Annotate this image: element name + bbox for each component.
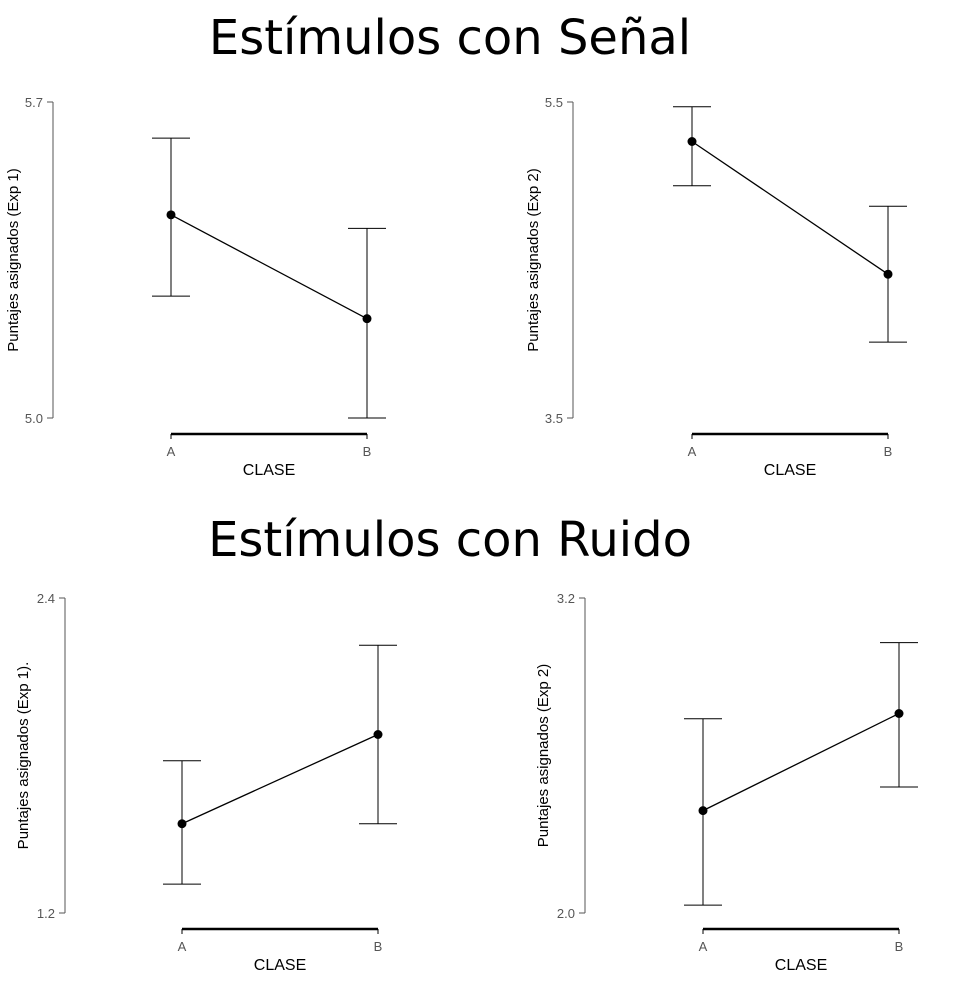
series-line [170,214,368,320]
x-tick-label-B: B [895,939,904,954]
y-axis-title: Puntajes asignados (Exp 2) [535,664,552,847]
y-tick-label-min: 2.0 [557,906,575,921]
data-point-A [177,819,187,829]
x-tick-label-A: A [688,444,697,459]
x-tick-label-A: A [699,939,708,954]
y-tick-label-max: 2.4 [37,591,55,606]
x-axis-title: CLASE [254,957,306,974]
section-title-ruido: Estímulos con Ruido [208,512,692,568]
y-tick-label-min: 3.5 [545,411,563,426]
chart-senal-exp2: 5.5 3.5 Puntajes asignados (Exp 2) A B CLASE [525,95,907,479]
y-axis-title: Puntajes asignados (Exp 1). [15,662,32,850]
series-line [691,140,889,275]
y-tick-label-max: 5.7 [25,95,43,110]
section-title-senal: Estímulos con Señal [208,10,692,66]
chart-ruido-exp1: 2.4 1.2 Puntajes asignados (Exp 1). A B CLASE [15,591,397,974]
series-line [702,712,900,812]
x-tick-label-A: A [178,939,187,954]
chart-ruido-exp2: 3.2 2.0 Puntajes asignados (Exp 2) A B CLASE [535,591,918,974]
series-line [181,733,379,825]
y-axis-title: Puntajes asignados (Exp 1) [5,168,22,351]
x-tick-label-B: B [374,939,383,954]
y-tick-label-min: 1.2 [37,906,55,921]
data-point-A [698,806,708,816]
data-point-A [687,137,697,146]
data-point-B [883,269,893,279]
x-tick-label-A: A [167,444,176,459]
data-point-B [362,314,372,324]
data-point-B [373,730,383,739]
y-tick-label-max: 3.2 [557,591,575,606]
y-tick-label-max: 5.5 [545,95,563,110]
x-tick-label-B: B [363,444,372,459]
data-point-A [166,210,176,220]
y-tick-label-min: 5.0 [25,411,43,426]
x-axis-title: CLASE [243,462,295,479]
x-tick-label-B: B [884,444,893,459]
y-axis-title: Puntajes asignados (Exp 2) [525,168,542,351]
x-axis-title: CLASE [764,462,816,479]
x-axis-title: CLASE [775,957,827,974]
data-point-B [894,709,904,718]
chart-senal-exp1: 5.7 5.0 Puntajes asignados (Exp 1) A B CLASE [5,95,386,479]
